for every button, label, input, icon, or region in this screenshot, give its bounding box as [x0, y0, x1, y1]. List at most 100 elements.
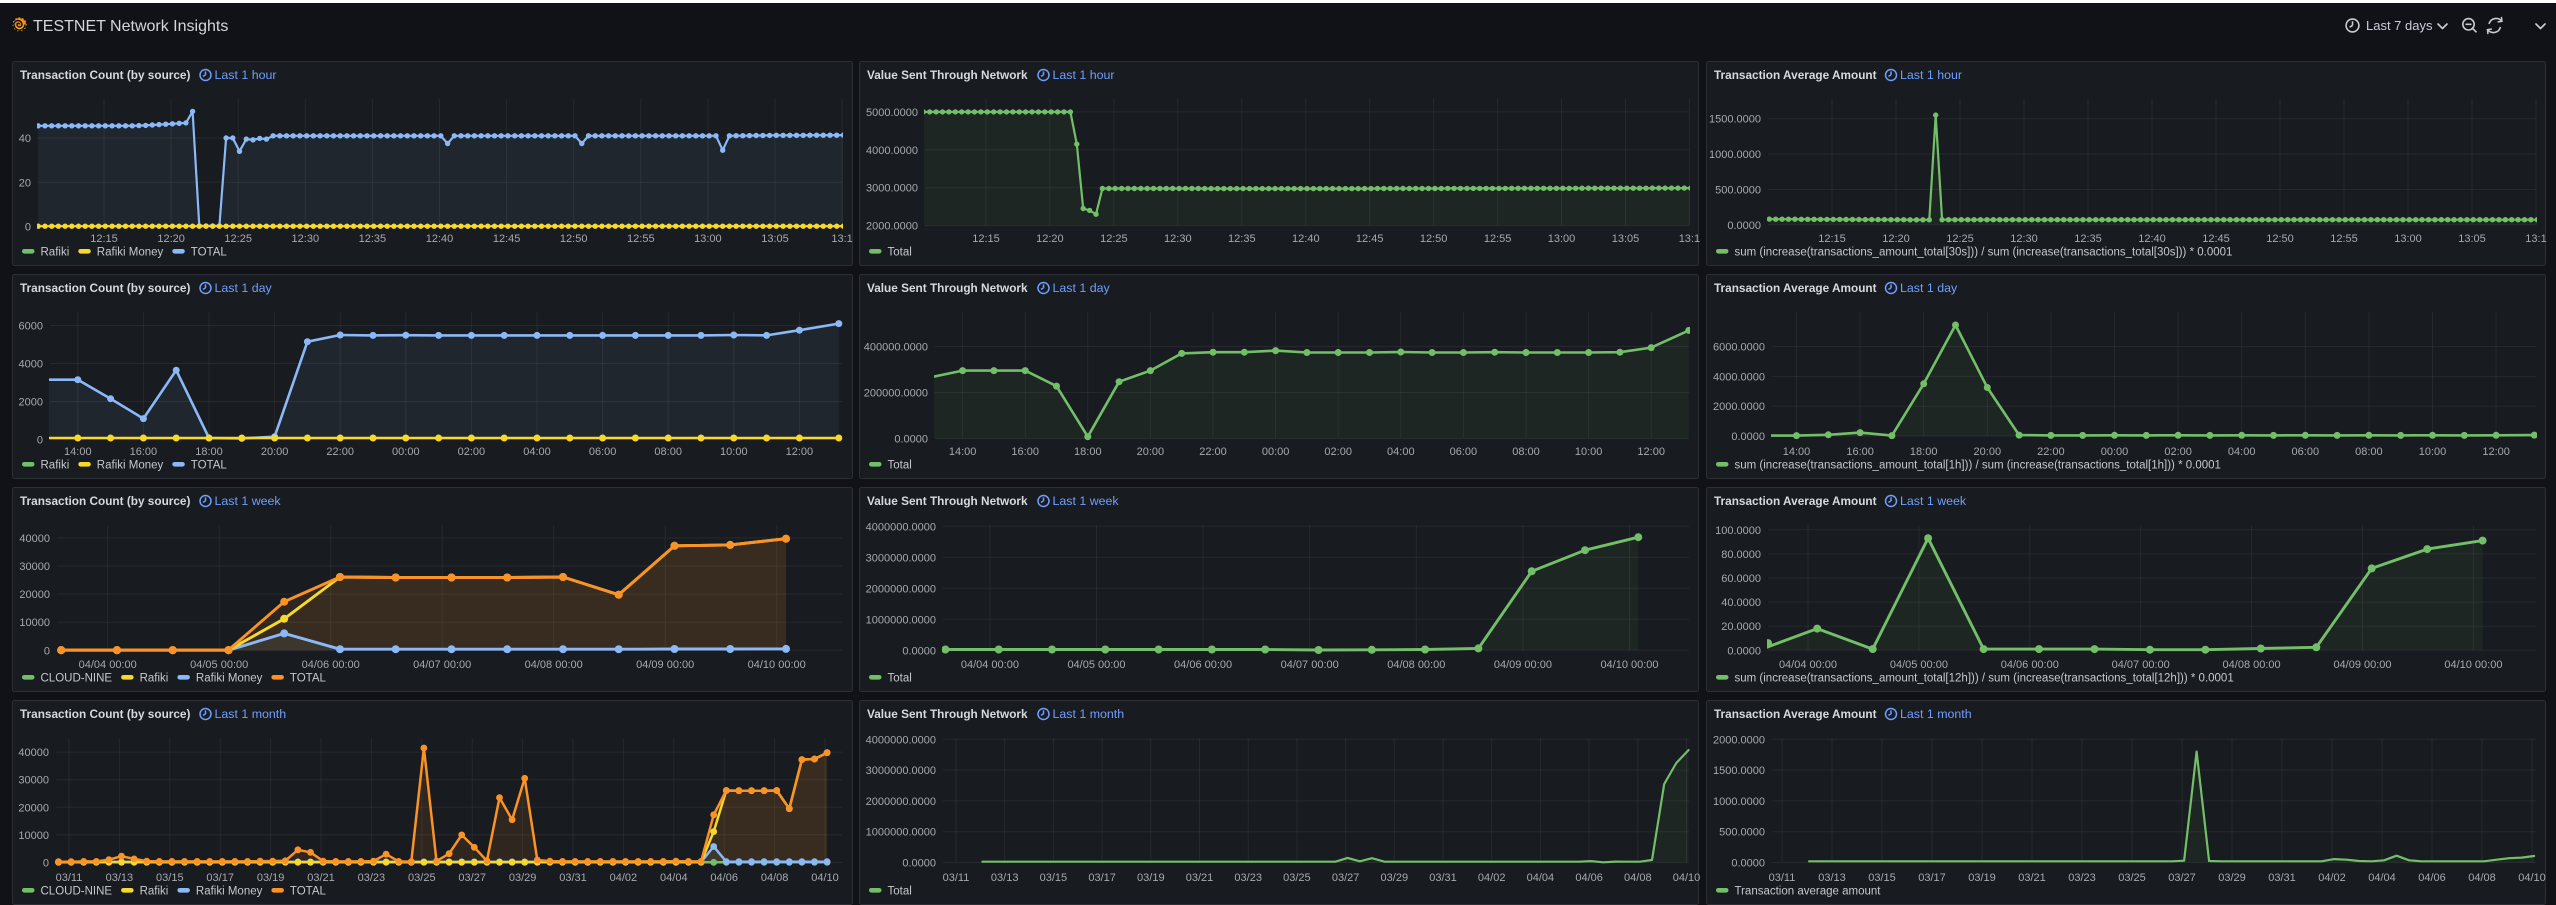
svg-text:3000000.0000: 3000000.0000 — [866, 552, 936, 564]
svg-text:12:30: 12:30 — [2010, 233, 2038, 245]
svg-text:0.0000: 0.0000 — [1731, 431, 1765, 443]
svg-text:Rafiki: Rafiki — [140, 673, 169, 685]
svg-text:sum (increase(transactions_amo: sum (increase(transactions_amount_total[… — [1735, 247, 2233, 259]
svg-text:12:55: 12:55 — [627, 233, 655, 245]
svg-text:03/11: 03/11 — [56, 872, 83, 884]
svg-text:Last 1 week: Last 1 week — [1900, 494, 1967, 508]
svg-text:14:00: 14:00 — [64, 446, 92, 458]
svg-text:Value Sent Through Network: Value Sent Through Network — [867, 281, 1028, 295]
svg-text:03/25: 03/25 — [1283, 872, 1311, 884]
svg-text:04/04: 04/04 — [1527, 872, 1555, 884]
svg-text:10000: 10000 — [19, 617, 50, 629]
svg-text:03/23: 03/23 — [2068, 872, 2096, 884]
svg-text:4000000.0000: 4000000.0000 — [866, 734, 936, 746]
svg-text:12:40: 12:40 — [2138, 233, 2166, 245]
svg-text:Last 1 hour: Last 1 hour — [1053, 68, 1115, 82]
svg-text:Last 1 day: Last 1 day — [215, 281, 273, 295]
svg-text:2000000.0000: 2000000.0000 — [866, 796, 936, 808]
svg-text:Transaction Count (by source): Transaction Count (by source) — [20, 494, 190, 508]
svg-text:06:00: 06:00 — [589, 446, 617, 458]
svg-text:04/04 00:00: 04/04 00:00 — [79, 659, 137, 671]
svg-text:1000.0000: 1000.0000 — [1713, 796, 1765, 808]
svg-text:4000: 4000 — [19, 359, 43, 371]
svg-text:12:35: 12:35 — [1228, 233, 1256, 245]
svg-text:12:45: 12:45 — [2202, 233, 2230, 245]
svg-text:04/02: 04/02 — [610, 872, 638, 884]
svg-text:03/13: 03/13 — [1818, 872, 1846, 884]
svg-text:03/31: 03/31 — [559, 872, 587, 884]
svg-text:04/06: 04/06 — [2418, 872, 2446, 884]
svg-text:13:05: 13:05 — [761, 233, 789, 245]
svg-text:12:15: 12:15 — [90, 233, 118, 245]
svg-text:08:00: 08:00 — [2355, 446, 2383, 458]
svg-text:04/08 00:00: 04/08 00:00 — [525, 659, 583, 671]
svg-text:6000.0000: 6000.0000 — [1713, 342, 1765, 354]
svg-text:80.0000: 80.0000 — [1721, 549, 1761, 561]
svg-text:04/08: 04/08 — [761, 872, 789, 884]
svg-text:Total: Total — [888, 673, 912, 685]
svg-text:04/06 00:00: 04/06 00:00 — [1174, 659, 1232, 671]
svg-text:12:20: 12:20 — [1036, 233, 1064, 245]
svg-text:30000: 30000 — [18, 775, 49, 787]
svg-text:12:00: 12:00 — [2482, 446, 2510, 458]
svg-text:Last 7 days: Last 7 days — [2366, 18, 2433, 33]
svg-text:12:25: 12:25 — [1100, 233, 1128, 245]
svg-text:Rafiki: Rafiki — [41, 247, 70, 259]
svg-text:3000.0000: 3000.0000 — [866, 183, 918, 195]
svg-text:00:00: 00:00 — [2101, 446, 2129, 458]
svg-text:13:00: 13:00 — [1548, 233, 1576, 245]
svg-text:04/02: 04/02 — [2318, 872, 2346, 884]
svg-text:Transaction Count (by source): Transaction Count (by source) — [20, 707, 190, 721]
svg-text:1000.0000: 1000.0000 — [1709, 149, 1761, 161]
svg-text:03/25: 03/25 — [408, 872, 436, 884]
svg-text:Last 1 day: Last 1 day — [1900, 281, 1958, 295]
svg-text:12:30: 12:30 — [1164, 233, 1192, 245]
svg-text:08:00: 08:00 — [1512, 446, 1540, 458]
svg-text:06:00: 06:00 — [2292, 446, 2320, 458]
svg-text:13:1: 13:1 — [1679, 233, 1700, 245]
svg-text:4000000.0000: 4000000.0000 — [866, 521, 936, 533]
svg-text:Total: Total — [888, 460, 912, 472]
svg-text:22:00: 22:00 — [326, 446, 354, 458]
svg-text:14:00: 14:00 — [1783, 446, 1811, 458]
svg-text:Transaction Average Amount: Transaction Average Amount — [1714, 707, 1877, 721]
svg-text:13:1: 13:1 — [2525, 233, 2546, 245]
svg-text:5000.0000: 5000.0000 — [866, 107, 918, 119]
svg-text:03/17: 03/17 — [1088, 872, 1116, 884]
svg-text:0.0000: 0.0000 — [1727, 220, 1761, 232]
svg-text:03/21: 03/21 — [307, 872, 335, 884]
svg-text:13:00: 13:00 — [694, 233, 722, 245]
svg-text:12:25: 12:25 — [1946, 233, 1974, 245]
svg-text:12:50: 12:50 — [2266, 233, 2294, 245]
svg-text:04/05 00:00: 04/05 00:00 — [1890, 659, 1948, 671]
svg-text:04/09 00:00: 04/09 00:00 — [1494, 659, 1552, 671]
svg-text:04/10: 04/10 — [2518, 872, 2546, 884]
svg-text:12:50: 12:50 — [1420, 233, 1448, 245]
svg-text:0.0000: 0.0000 — [1731, 858, 1765, 870]
svg-text:10:00: 10:00 — [2419, 446, 2447, 458]
svg-text:06:00: 06:00 — [1450, 446, 1478, 458]
svg-text:20:00: 20:00 — [261, 446, 289, 458]
svg-text:40000: 40000 — [19, 533, 50, 545]
svg-text:Transaction Count (by source): Transaction Count (by source) — [20, 281, 190, 295]
svg-text:500.0000: 500.0000 — [1715, 184, 1761, 196]
svg-text:Last 1 week: Last 1 week — [215, 494, 282, 508]
svg-text:04/04 00:00: 04/04 00:00 — [1779, 659, 1837, 671]
svg-text:03/23: 03/23 — [1234, 872, 1262, 884]
svg-text:Total: Total — [888, 886, 912, 898]
svg-text:03/21: 03/21 — [1186, 872, 1214, 884]
svg-text:03/15: 03/15 — [156, 872, 184, 884]
svg-text:TESTNET Network Insights: TESTNET Network Insights — [33, 18, 228, 35]
svg-text:04/08: 04/08 — [2468, 872, 2496, 884]
svg-text:08:00: 08:00 — [654, 446, 682, 458]
svg-text:13:05: 13:05 — [2458, 233, 2486, 245]
svg-text:16:00: 16:00 — [130, 446, 158, 458]
svg-text:03/21: 03/21 — [2018, 872, 2046, 884]
svg-text:16:00: 16:00 — [1846, 446, 1874, 458]
svg-text:40000: 40000 — [18, 747, 49, 759]
svg-text:12:00: 12:00 — [1637, 446, 1665, 458]
svg-text:04/10 00:00: 04/10 00:00 — [1600, 659, 1658, 671]
svg-text:sum (increase(transactions_amo: sum (increase(transactions_amount_total[… — [1735, 460, 2221, 472]
svg-text:03/27: 03/27 — [2168, 872, 2196, 884]
svg-text:Rafiki: Rafiki — [41, 460, 70, 472]
